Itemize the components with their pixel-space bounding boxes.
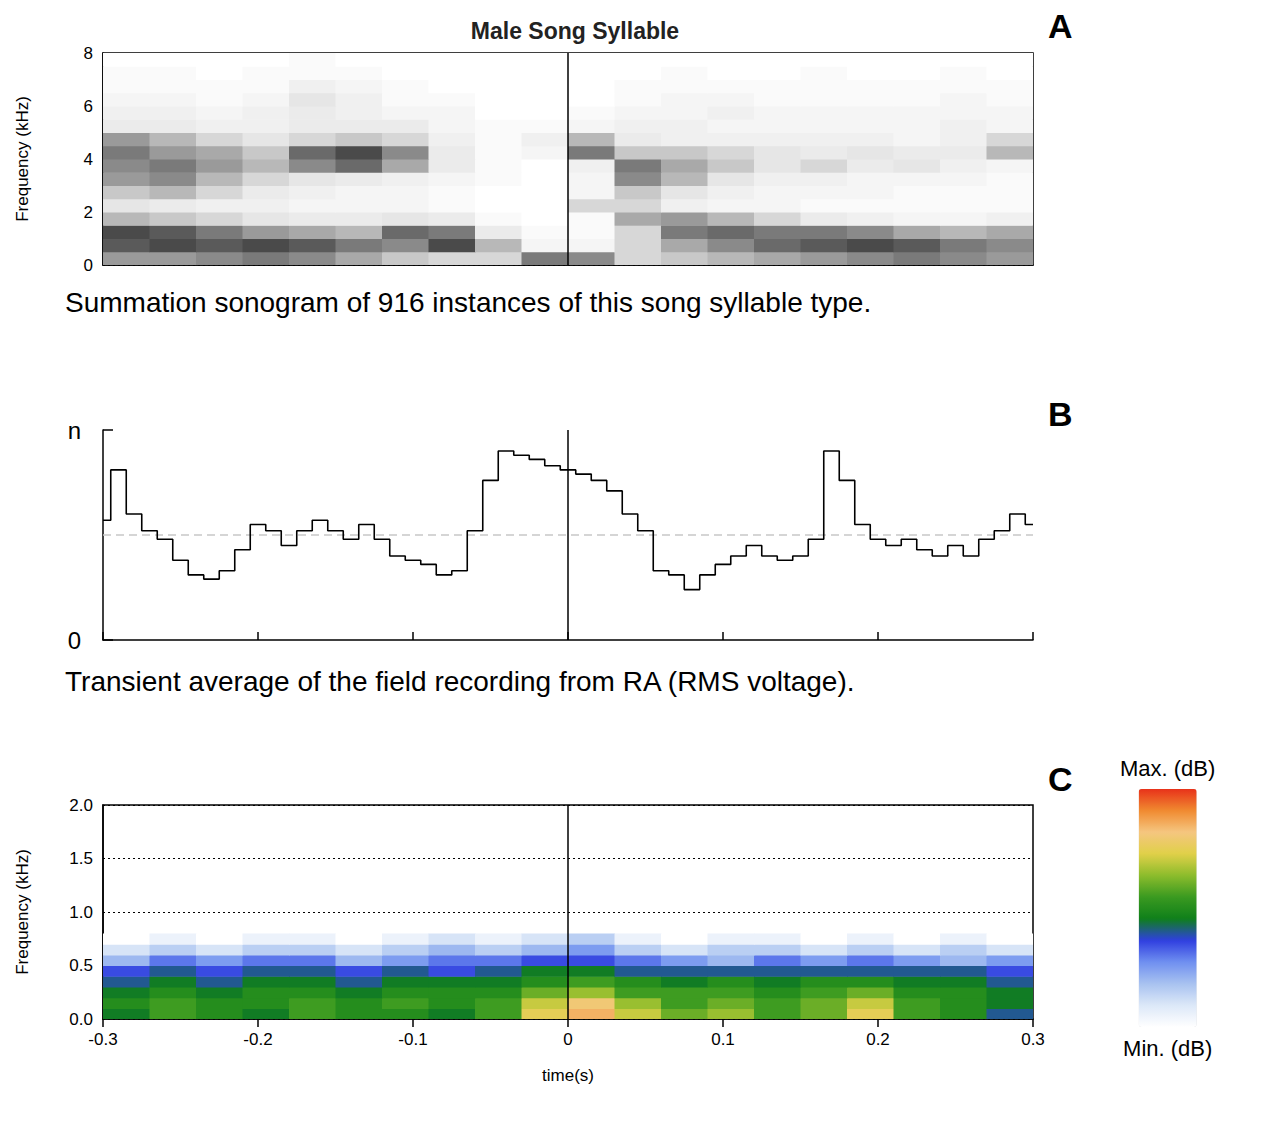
svg-text:0: 0	[84, 256, 93, 275]
svg-text:A: A	[1048, 7, 1073, 45]
svg-text:Transient average of the field: Transient average of the field recording…	[65, 666, 855, 697]
svg-text:Summation sonogram of 916 inst: Summation sonogram of 916 instances of t…	[65, 287, 871, 318]
svg-text:0: 0	[563, 1030, 572, 1049]
svg-text:1.5: 1.5	[69, 849, 93, 868]
svg-text:8: 8	[84, 44, 93, 63]
svg-text:Frequency (kHz): Frequency (kHz)	[13, 96, 32, 222]
svg-text:n: n	[68, 417, 81, 444]
svg-text:0.1: 0.1	[711, 1030, 735, 1049]
svg-text:-0.1: -0.1	[398, 1030, 427, 1049]
svg-text:-0.2: -0.2	[243, 1030, 272, 1049]
svg-text:0.2: 0.2	[866, 1030, 890, 1049]
svg-text:1.0: 1.0	[69, 903, 93, 922]
svg-text:0: 0	[68, 627, 81, 654]
svg-text:C: C	[1048, 760, 1073, 798]
svg-text:4: 4	[84, 150, 93, 169]
svg-text:6: 6	[84, 97, 93, 116]
svg-text:0.3: 0.3	[1021, 1030, 1045, 1049]
svg-text:2: 2	[84, 203, 93, 222]
svg-text:0.5: 0.5	[69, 956, 93, 975]
svg-text:B: B	[1048, 395, 1073, 433]
svg-text:-0.3: -0.3	[88, 1030, 117, 1049]
svg-text:Frequency (kHz): Frequency (kHz)	[13, 849, 32, 975]
svg-text:2.0: 2.0	[69, 796, 93, 815]
svg-text:Max. (dB): Max. (dB)	[1120, 756, 1215, 781]
svg-text:time(s): time(s)	[542, 1066, 594, 1085]
svg-text:Min. (dB): Min. (dB)	[1123, 1036, 1212, 1061]
svg-text:0.0: 0.0	[69, 1010, 93, 1029]
svg-text:Male Song Syllable: Male Song Syllable	[471, 18, 679, 44]
